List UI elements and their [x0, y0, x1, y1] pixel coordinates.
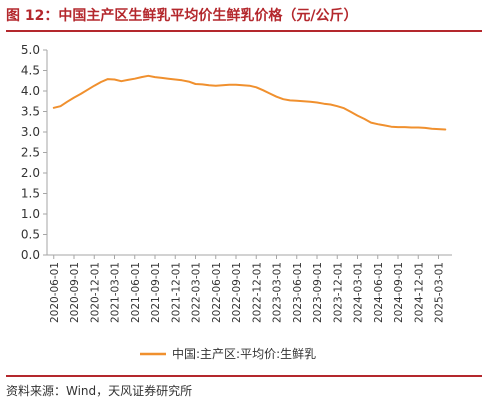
- x-tick-label: 2021-03-01: [110, 262, 122, 323]
- x-tick-label: 2022-06-01: [211, 262, 223, 323]
- x-tick-label: 2023-03-01: [272, 262, 284, 323]
- series-line-milk-price: [52, 74, 447, 131]
- y-tick-label: 3.5: [21, 105, 40, 119]
- y-tick-label: 4.0: [21, 84, 40, 98]
- series-layer: [52, 74, 447, 131]
- figure-title: 图 12：中国主产区生鲜乳平均价生鲜乳价格（元/公斤）: [6, 8, 358, 24]
- x-tick-label: 2022-03-01: [191, 262, 203, 323]
- x-tick-label: 2020-09-01: [69, 262, 81, 323]
- x-tick-label: 2023-09-01: [312, 262, 324, 323]
- line-chart: 0.0 0.5 1.0 1.5 2.0 2.5 3.0 3.5 4.0 4.5 5.0 2020-0…: [21, 43, 452, 361]
- y-ticks: 0.0 0.5 1.0 1.5 2.0 2.5 3.0 3.5 4.0 4.5 5.0: [21, 43, 47, 262]
- x-tick-label: 2023-06-01: [292, 262, 304, 323]
- x-tick-label: 2021-06-01: [130, 262, 142, 323]
- y-tick-label: 2.0: [21, 166, 40, 180]
- footer-divider: [6, 375, 482, 377]
- y-tick-label: 3.0: [21, 125, 40, 139]
- y-tick-label: 1.5: [21, 187, 40, 201]
- y-tick-label: 1.0: [21, 207, 40, 221]
- x-tick-label: 2022-09-01: [231, 262, 243, 323]
- y-tick-label: 0.5: [21, 228, 40, 242]
- y-tick-label: 0.0: [21, 248, 40, 262]
- x-ticks: 2020-06-01 2020-09-01 2020-12-01 2021-03-01…: [49, 255, 446, 323]
- x-tick-label: 2024-06-01: [373, 262, 385, 323]
- x-tick-label: 2024-03-01: [353, 262, 365, 323]
- y-tick-label: 4.5: [21, 64, 40, 78]
- x-tick-label: 2024-12-01: [413, 262, 425, 323]
- legend-label: 中国:主产区:平均价:生鲜乳: [172, 346, 316, 361]
- x-tick-label: 2024-09-01: [393, 262, 405, 323]
- y-tick-label: 5.0: [21, 43, 40, 57]
- x-tick-label: 2020-06-01: [49, 262, 61, 323]
- x-tick-label: 2021-12-01: [170, 262, 182, 323]
- x-tick-label: 2020-12-01: [89, 262, 101, 323]
- x-tick-label: 2022-12-01: [251, 262, 263, 323]
- y-tick-label: 2.5: [21, 146, 40, 160]
- x-tick-label: 2021-09-01: [150, 262, 162, 323]
- legend: 中国:主产区:平均价:生鲜乳: [140, 346, 316, 361]
- source-note: 资料来源：Wind，天风证券研究所: [6, 384, 193, 398]
- x-tick-label: 2023-12-01: [332, 262, 344, 323]
- title-divider: [6, 30, 482, 32]
- x-tick-label: 2025-03-01: [434, 262, 446, 323]
